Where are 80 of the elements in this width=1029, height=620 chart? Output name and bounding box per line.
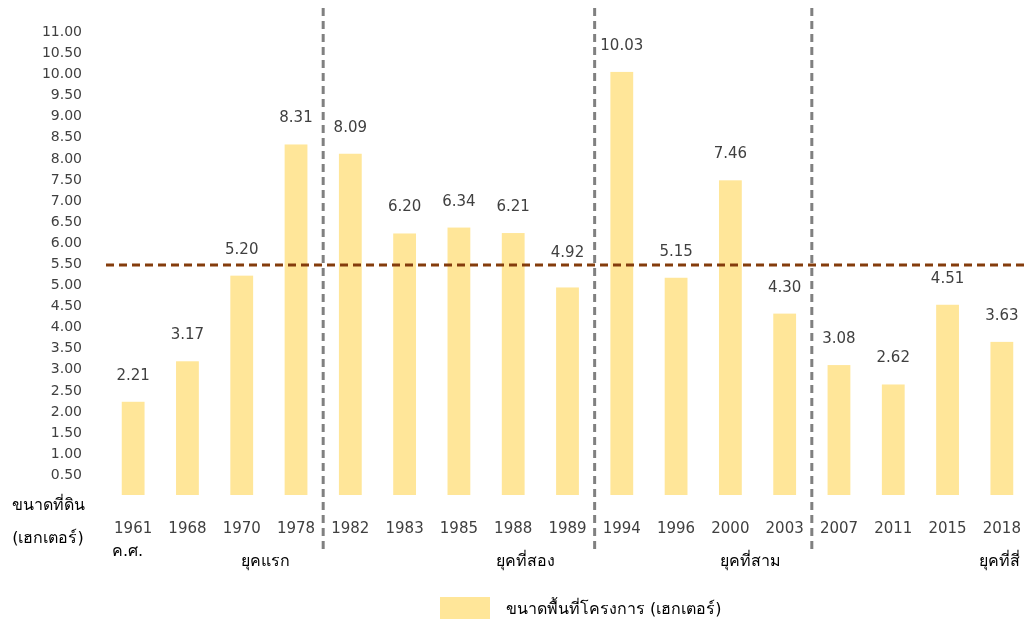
bar xyxy=(827,365,851,495)
bar xyxy=(393,233,417,495)
bar xyxy=(881,384,905,495)
y-tick-label: 7.00 xyxy=(50,191,82,208)
text: 3.63 xyxy=(985,305,1019,324)
y-tick-label: 11.00 xyxy=(41,23,82,39)
y-tick-label: 9.00 xyxy=(50,107,82,124)
text: 5.20 xyxy=(225,239,259,258)
x-tick-label: 2018 xyxy=(982,519,1021,537)
text: ยุคที่สอง xyxy=(495,549,555,571)
bar xyxy=(284,144,308,495)
bar xyxy=(176,361,199,495)
text: 6.20 xyxy=(387,197,422,216)
legend-label: ขนาดพื้นที่โครงการ (เฮกเตอร์) xyxy=(506,597,722,618)
bar xyxy=(936,304,959,495)
text: 5.15 xyxy=(659,241,693,260)
x-tick-label: 1985 xyxy=(439,519,479,537)
text: 6.21 xyxy=(496,197,530,216)
text: 4.92 xyxy=(550,243,585,262)
x-tick-label: 2011 xyxy=(874,519,913,537)
y-tick-label: 2.00 xyxy=(50,402,82,419)
x-tick-label: 1982 xyxy=(331,519,370,537)
x-tick-label: 1968 xyxy=(168,519,207,537)
text: 3.17 xyxy=(170,325,205,344)
y-tick-label: 10.00 xyxy=(41,65,82,82)
bar xyxy=(718,180,742,495)
x-tick-label: 1989 xyxy=(548,519,587,537)
x-tick-label: 1994 xyxy=(602,519,641,537)
y-tick-label: 1.50 xyxy=(50,423,82,440)
bar xyxy=(230,275,254,495)
x-tick-label: 1988 xyxy=(494,519,533,537)
x-tick-label: 1978 xyxy=(276,519,316,537)
x-tick-label: 1961 xyxy=(114,519,153,537)
y-tick-label: 6.00 xyxy=(50,233,82,250)
y-tick-label: 7.50 xyxy=(50,170,82,187)
y-tick-label: 3.00 xyxy=(50,360,82,377)
y-tick-label: 8.50 xyxy=(50,128,82,145)
bar xyxy=(556,287,579,495)
x-tick-label: 1983 xyxy=(385,519,424,537)
text: ยุคแรก xyxy=(240,551,290,571)
text: ค.ศ. xyxy=(112,541,144,560)
y-tick-label: 10.50 xyxy=(41,44,82,61)
y-tick-label: 4.50 xyxy=(50,297,82,314)
bar xyxy=(447,227,471,495)
text: 10.03 xyxy=(600,35,644,54)
text: ยุคที่สาม xyxy=(719,549,781,571)
text: 8.31 xyxy=(279,108,313,127)
x-tick-label: 2015 xyxy=(928,519,967,537)
bar xyxy=(773,313,797,495)
x-tick-label: 2003 xyxy=(765,519,804,537)
y-tick-label: 2.50 xyxy=(50,381,82,398)
y-tick-label: 6.50 xyxy=(50,212,82,229)
bar xyxy=(664,277,688,495)
y-tick-label: 5.00 xyxy=(50,276,82,293)
x-tick-label: 1996 xyxy=(656,519,696,537)
text: 7.46 xyxy=(713,144,748,163)
text: 8.09 xyxy=(333,117,368,136)
y-tick-label: 4.00 xyxy=(50,318,82,335)
bar xyxy=(501,233,525,495)
x-tick-label: 2000 xyxy=(711,519,750,537)
x-tick-label: 2007 xyxy=(819,519,859,537)
text: ยุคที่สี่ xyxy=(979,549,1020,571)
text: 4.30 xyxy=(767,277,802,296)
text: 2.62 xyxy=(876,348,910,367)
y-tick-label: 8.00 xyxy=(50,149,82,166)
y-tick-label: 9.50 xyxy=(50,86,82,103)
text: 2.21 xyxy=(116,365,150,384)
bar xyxy=(338,153,362,495)
text: 4.51 xyxy=(930,268,965,287)
text: 3.08 xyxy=(822,329,856,348)
y-tick-label: 5.50 xyxy=(50,255,82,271)
text: 6.34 xyxy=(442,191,476,210)
bar xyxy=(990,341,1014,495)
y-axis-title: ขนาดที่ดิน (เฮกเตอร์) xyxy=(11,493,85,547)
y-tick-label: 1.00 xyxy=(50,444,82,461)
bar xyxy=(121,401,145,495)
bar xyxy=(610,71,634,495)
x-tick-label: 1970 xyxy=(222,519,261,537)
y-tick-label: 0.50 xyxy=(50,465,82,482)
y-tick-label: 3.50 xyxy=(50,339,82,356)
